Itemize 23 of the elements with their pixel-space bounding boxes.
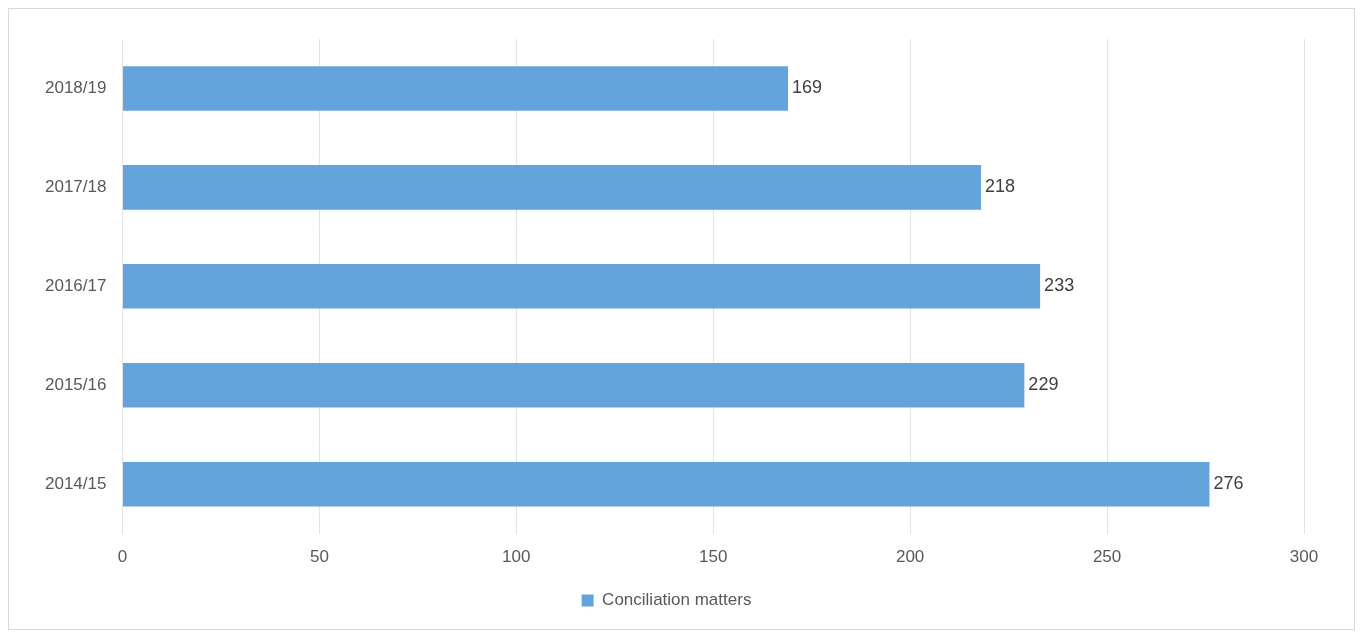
x-tick-label: 250 [1092, 547, 1122, 567]
data-label: 169 [792, 77, 823, 98]
bar [122, 461, 1210, 507]
x-tick-label: 150 [699, 547, 728, 567]
legend-label: Conciliation matters [602, 590, 752, 610]
bar [122, 66, 789, 111]
bar [122, 165, 982, 210]
data-label: 276 [1213, 473, 1244, 494]
data-label: 233 [1044, 275, 1075, 296]
bar [122, 362, 1025, 408]
y-tick-label: 2016/17 [45, 275, 107, 295]
data-label: 229 [1028, 374, 1059, 395]
x-tick-label: 100 [502, 547, 531, 567]
y-tick-label: 2017/18 [45, 177, 107, 197]
y-tick-label: 2014/15 [45, 473, 107, 493]
x-tick-label: 50 [309, 547, 329, 567]
x-tick-label: 200 [895, 547, 925, 567]
y-tick-label: 2018/19 [45, 78, 107, 98]
data-label: 218 [985, 176, 1016, 197]
x-tick-label: 300 [1289, 547, 1319, 567]
y-tick-label: 2015/16 [45, 374, 107, 394]
x-tick-label: 0 [117, 547, 128, 567]
bar [122, 264, 1041, 309]
